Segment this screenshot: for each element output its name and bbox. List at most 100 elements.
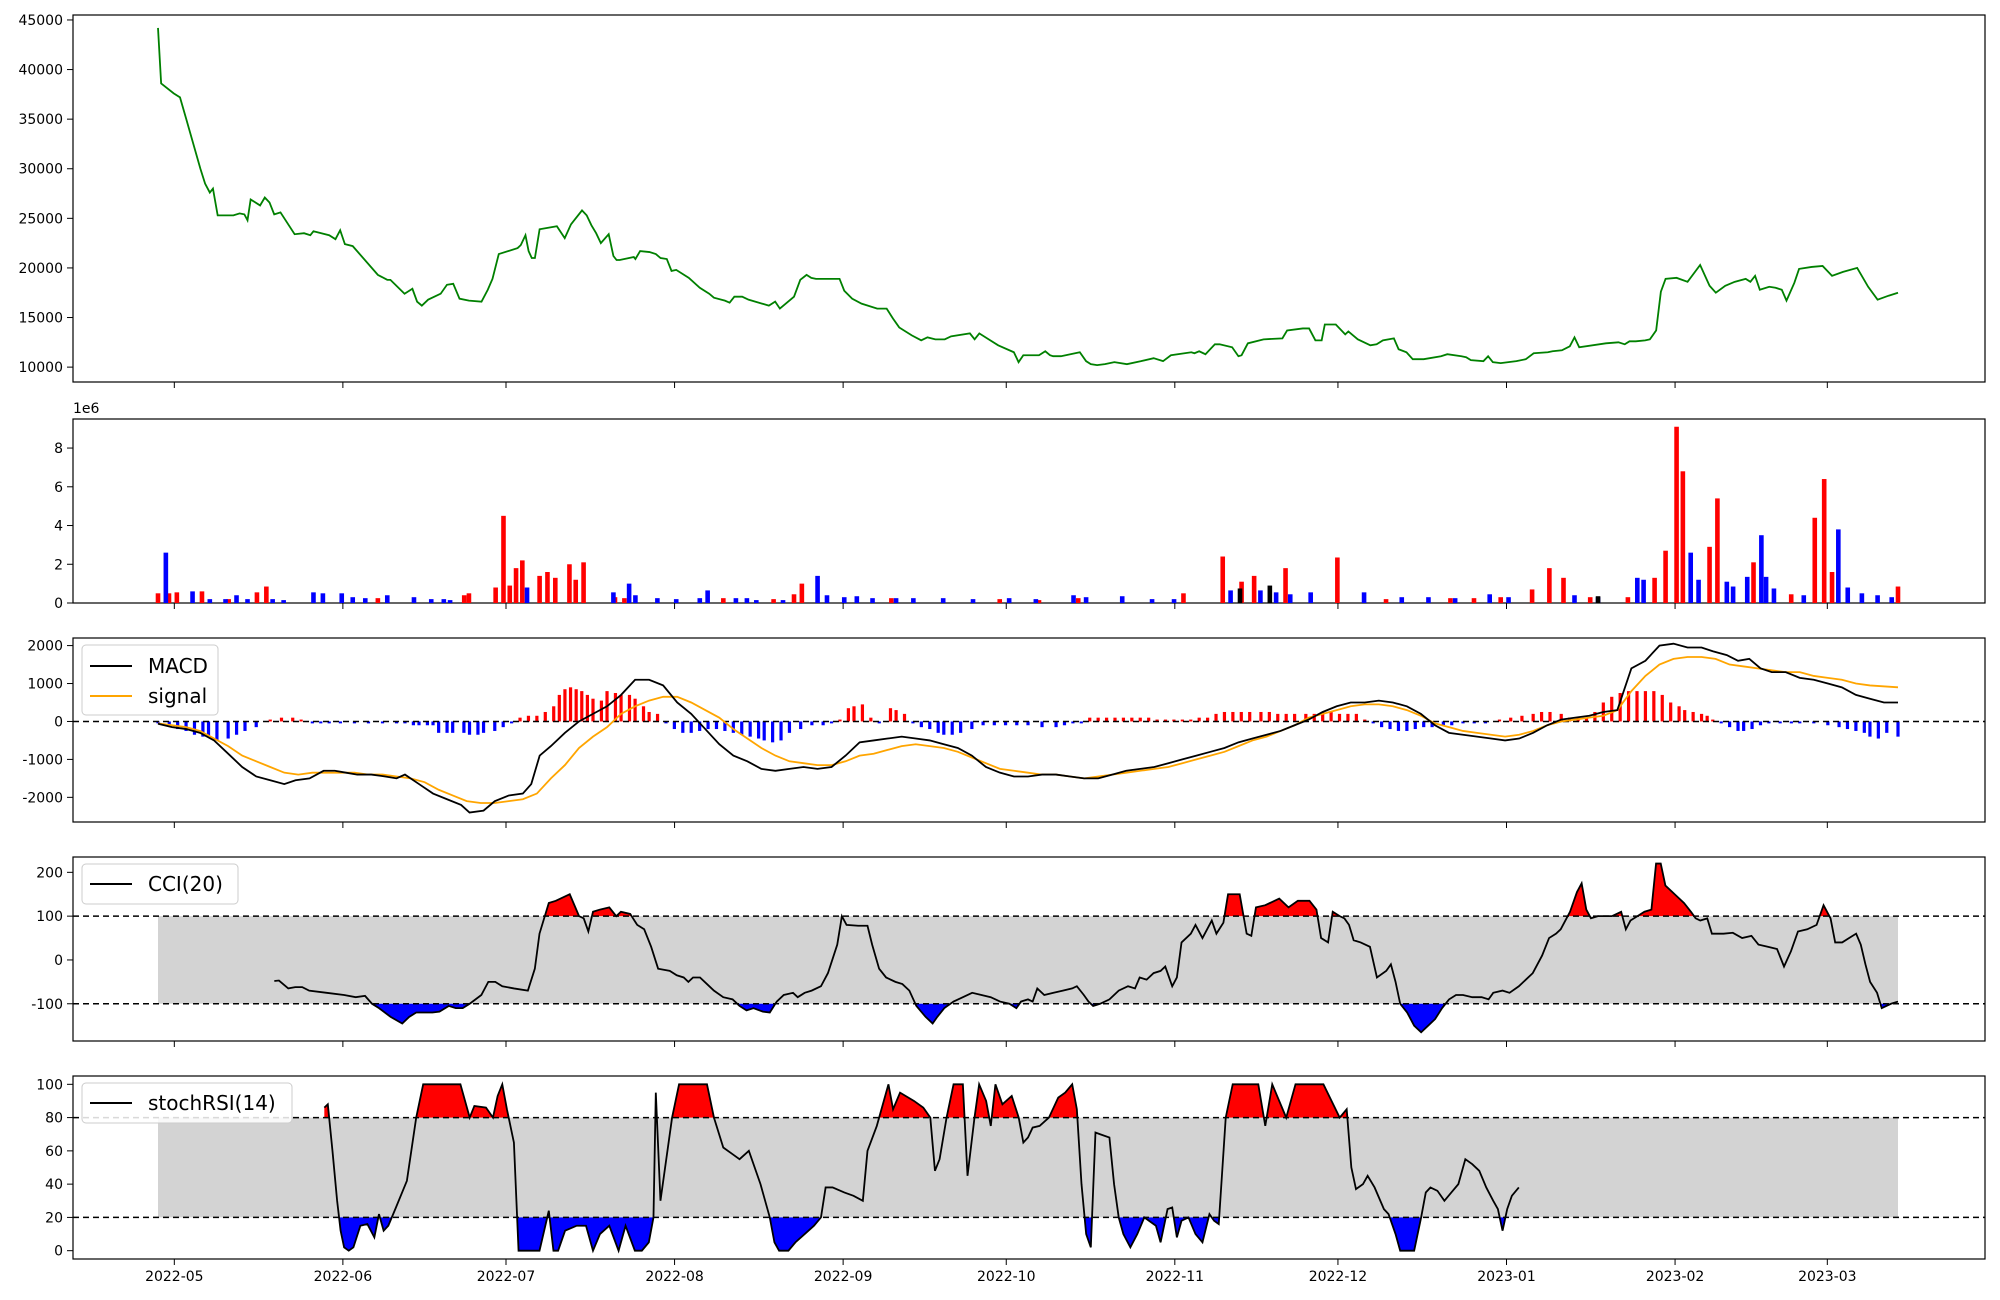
cci-panel-frame [72,856,1986,1042]
cci-oversold-fill [1400,1003,1446,1033]
macd-hist-bar [352,721,357,724]
macd-hist-bar [1026,721,1030,726]
volume-bar [1506,597,1511,603]
macd-hist-bar [1669,702,1673,722]
macd-hist-bar [1497,719,1502,722]
volume-bar [815,575,820,603]
volume-bar [1595,596,1601,603]
macd-hist-bar [950,721,954,735]
volume-bar [1452,598,1458,603]
stochrsi-ytick-label: 40 [45,1177,63,1193]
macd-hist-bar [366,721,371,724]
macd-hist-bar [535,715,539,722]
macd-hist-bar [1371,721,1375,724]
macd-hist-bar [860,704,865,722]
stochrsi-legend: stochRSI(14) [81,1082,293,1124]
macd-hist-bar [1206,717,1210,722]
volume-bar [1273,592,1279,603]
stochrsi-overbought-fill [946,1084,965,1118]
cci-overbought-fill [544,894,580,917]
macd-hist-bar [192,721,197,735]
signal-legend-label: signal [148,684,207,708]
volume-bar [705,590,710,603]
volume-bar [744,598,750,603]
macd-hist-bar [481,721,486,733]
macd-hist-bar [1885,721,1889,733]
macd-hist-bar [1778,721,1782,724]
macd-hist-bar [1430,721,1434,728]
macd-hist-bar [928,721,932,730]
macd-hist-bar [518,717,522,722]
macd-hist-bar [543,711,547,722]
macd-hist-bar [1222,711,1227,722]
macd-hist-bar [1758,721,1763,726]
volume-bar [1228,590,1233,603]
stochrsi-ytick-label: 60 [45,1144,63,1160]
macd-hist-bar [1539,711,1544,722]
macd-hist-bar [574,689,578,722]
volume-bar [174,592,180,603]
volume-bar [824,595,830,603]
cci-ytick-label: 200 [36,865,63,881]
volume-bar [1688,552,1694,603]
stochrsi-overbought-fill [416,1084,470,1118]
macd-hist-bar [942,721,946,735]
volume-bar [970,599,976,603]
macd-hist-bar [552,706,556,722]
macd-hist-bar [215,721,219,741]
price-panel-frame [72,14,1986,383]
macd-hist-bar [1652,691,1656,722]
volume-bar [573,579,579,603]
volume-bar [1529,589,1535,603]
cci-overbought-fill [1567,883,1590,917]
volume-bar [1625,597,1631,603]
macd-hist-bar [425,721,430,726]
volume-bar [567,564,572,603]
macd-legend: MACD signal [81,644,219,716]
macd-hist-bar [299,719,303,722]
macd-hist-bar [431,721,435,726]
date-xtick-label: 2022-07 [477,1269,536,1285]
macd-hist-bar [394,721,399,724]
stochrsi-overbought-fill [672,1084,714,1118]
macd-hist-bar [1472,721,1476,724]
macd-hist-bar [756,721,761,739]
macd-ytick-label: 0 [54,714,63,730]
macd-hist-bar [1643,691,1648,722]
cci-line [274,862,1899,1034]
volume-bar [611,592,616,603]
macd-hist-bar [877,721,881,724]
volume-bar [223,599,228,603]
date-xtick-label: 2022-09 [814,1269,873,1285]
volume-bar [1875,595,1880,603]
volume-bar [1895,586,1901,603]
macd-hist-bar [1705,715,1709,722]
volume-bar [428,599,434,603]
macd-hist-bar [894,710,898,722]
macd-hist-bar [1267,711,1271,722]
volume-bar [384,595,390,603]
macd-hist-bar [557,694,561,722]
macd-hist-bar [1104,717,1109,722]
macd-hist-bar [1826,721,1830,726]
macd-hist-bar [723,721,727,731]
volume-scale-label: 1e6 [73,401,100,417]
volume-bar [997,599,1003,603]
macd-hist-bar [689,721,693,733]
stochrsi-oversold-fill [1118,1217,1145,1248]
macd-hist-bar [633,698,637,722]
volume-bar [1251,575,1257,603]
macd-hist-bar [698,721,702,731]
macd-hist-bar [740,721,744,735]
macd-hist-bar [568,687,573,722]
date-xtick-label: 2022-08 [645,1269,704,1285]
cci-overbought-fill [1637,863,1695,917]
volume-bar [1829,572,1835,603]
volume-bar [1237,588,1243,603]
signal-line [157,656,1899,804]
macd-hist-bar [279,717,284,722]
macd-hist-bar [510,721,514,724]
volume-bar [281,600,286,603]
volume-ytick-label: 0 [54,596,63,612]
